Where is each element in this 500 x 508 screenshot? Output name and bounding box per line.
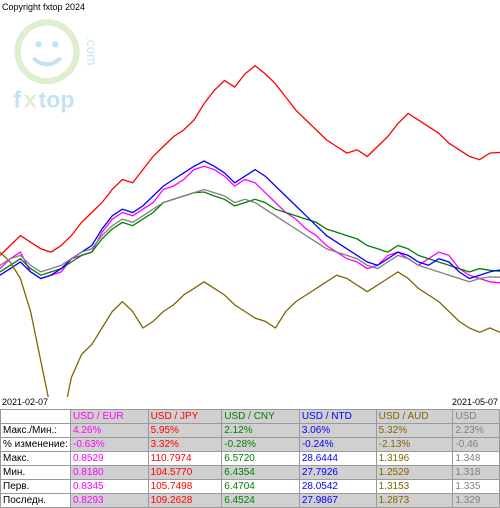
- series-usd-jpy: [0, 66, 500, 256]
- table-cell: 1.3153: [376, 480, 453, 494]
- table-cell: 27.7926: [299, 466, 376, 480]
- table-cell: -2.13%: [376, 438, 453, 452]
- row-label: Мин.: [1, 466, 71, 480]
- table-cell: 2.12%: [222, 424, 300, 438]
- series-usd-eur: [0, 166, 500, 282]
- table-cell: 4.26%: [71, 424, 149, 438]
- table-cell: 5.32%: [376, 424, 453, 438]
- copyright-text: Copyright fxtop 2024: [2, 2, 85, 12]
- series-usd-idx: [0, 189, 500, 281]
- col-header: USD / EUR: [71, 410, 149, 424]
- table-cell: 6.4704: [222, 480, 300, 494]
- table-cell: 0.8529: [71, 452, 149, 466]
- table-cell: 27.9867: [299, 494, 376, 508]
- table-cell: -0.24%: [299, 438, 376, 452]
- table-cell: 28.6444: [299, 452, 376, 466]
- table-cell: 6.4524: [222, 494, 300, 508]
- table-cell: 1.348: [453, 452, 500, 466]
- col-header: USD / CNY: [222, 410, 300, 424]
- data-table: USD / EURUSD / JPYUSD / CNYUSD / NTDUSD …: [0, 409, 500, 508]
- table-cell: 105.7498: [148, 480, 222, 494]
- currency-chart: [0, 12, 500, 397]
- row-label: Макс.: [1, 452, 71, 466]
- table-cell: 3.32%: [148, 438, 222, 452]
- series-usd-aud: [0, 252, 500, 397]
- end-date: 2021-05-07: [452, 397, 498, 407]
- row-label: Макс./Мин.:: [1, 424, 71, 438]
- start-date: 2021-02-07: [2, 397, 48, 407]
- table-cell: 1.3196: [376, 452, 453, 466]
- row-label: % изменение:: [1, 438, 71, 452]
- col-header: USD / AUD: [376, 410, 453, 424]
- table-cell: 0.8180: [71, 466, 149, 480]
- table-cell: -0.28%: [222, 438, 300, 452]
- table-cell: 1.2529: [376, 466, 453, 480]
- table-cell: 1.329: [453, 494, 500, 508]
- table-cell: 1.335: [453, 480, 500, 494]
- table-cell: 5.95%: [148, 424, 222, 438]
- table-cell: 6.4354: [222, 466, 300, 480]
- series-usd-cny: [0, 192, 500, 275]
- table-corner: [1, 410, 71, 424]
- table-cell: 104.5770: [148, 466, 222, 480]
- table-cell: -0.46: [453, 438, 500, 452]
- table-cell: 1.2873: [376, 494, 453, 508]
- row-label: Последн.: [1, 494, 71, 508]
- table-cell: 2.23%: [453, 424, 500, 438]
- table-cell: -0.63%: [71, 438, 149, 452]
- table-cell: 6.5720: [222, 452, 300, 466]
- table-cell: 110.7974: [148, 452, 222, 466]
- table-cell: 109.2628: [148, 494, 222, 508]
- col-header: USD / JPY: [148, 410, 222, 424]
- table-cell: 0.8293: [71, 494, 149, 508]
- col-header: USD / NTD: [299, 410, 376, 424]
- row-label: Перв.: [1, 480, 71, 494]
- table-cell: 1.318: [453, 466, 500, 480]
- table-cell: 0.8345: [71, 480, 149, 494]
- col-header: USD: [453, 410, 500, 424]
- table-cell: 3.06%: [299, 424, 376, 438]
- table-cell: 28.0542: [299, 480, 376, 494]
